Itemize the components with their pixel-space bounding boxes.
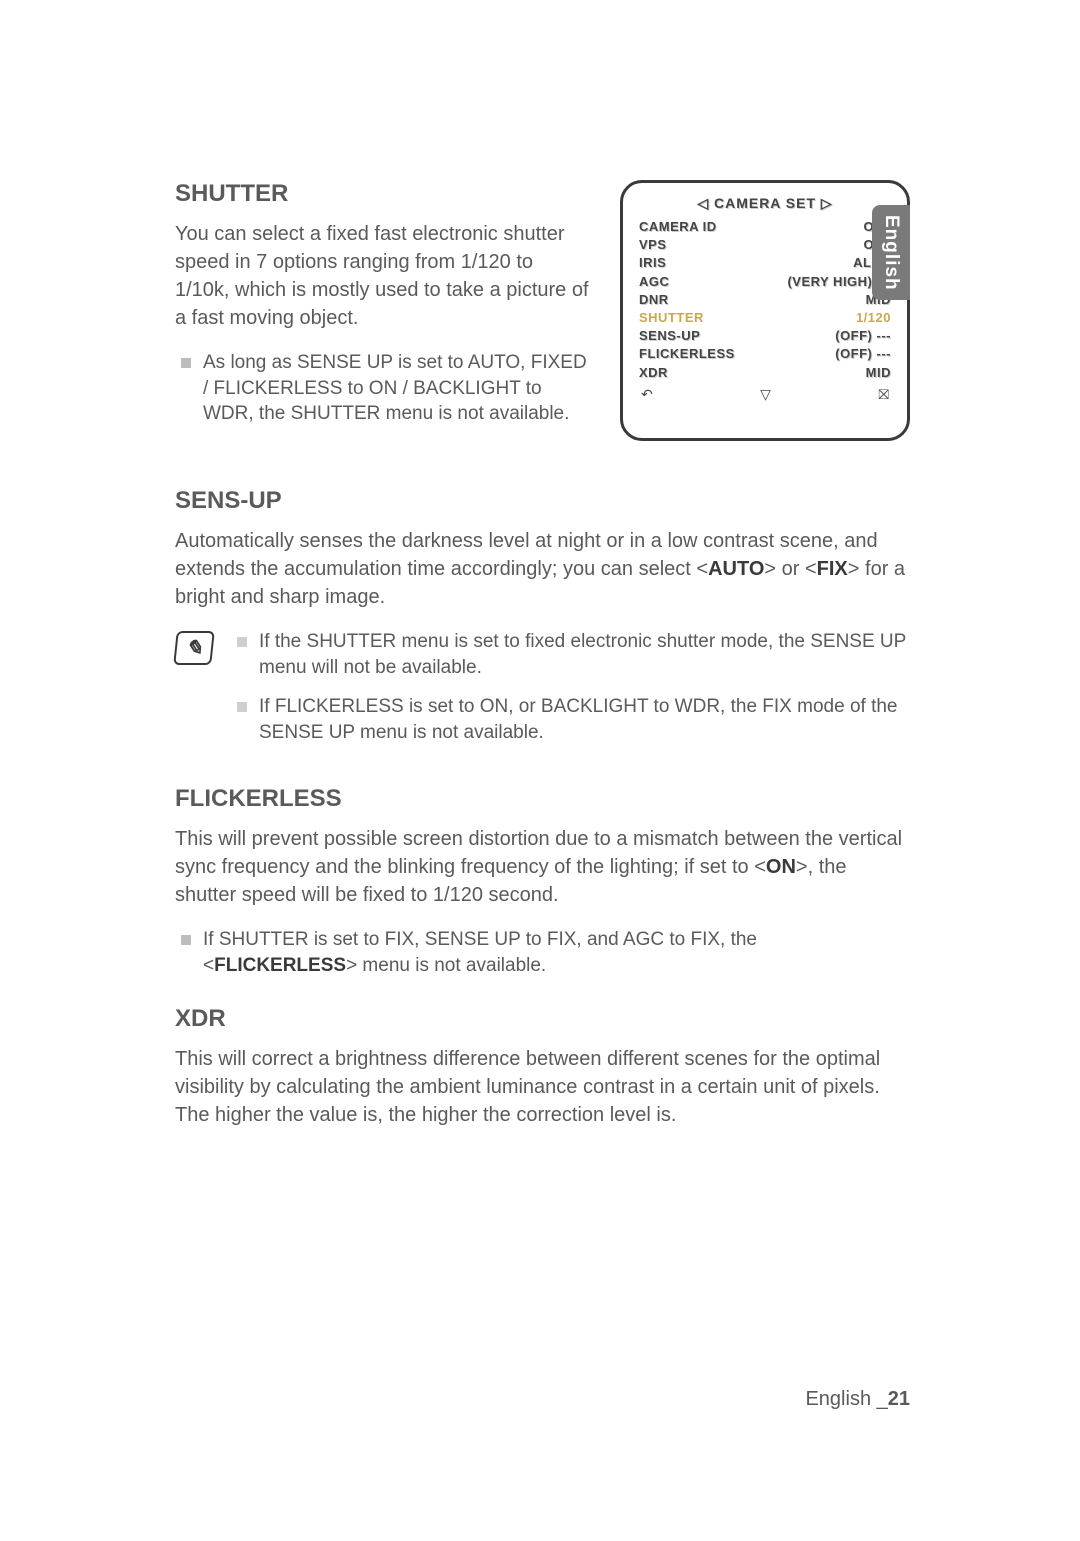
osd-row-label: XDR (639, 364, 668, 382)
sensup-title: SENS-UP (175, 487, 910, 515)
footer-lang: English _ (805, 1388, 887, 1410)
osd-row-value: (OFF) --- (835, 345, 891, 363)
footer-page: 21 (888, 1388, 910, 1410)
shutter-title: SHUTTER (175, 180, 592, 208)
osd-row: VPSOFF (639, 236, 891, 254)
osd-row-label: VPS (639, 236, 667, 254)
osd-title: ◁ CAMERA SET ▷ (639, 195, 891, 212)
osd-row-value: (OFF) --- (835, 327, 891, 345)
osd-row-label: DNR (639, 291, 669, 309)
osd-row: AGC(VERY HIGH) --- (639, 273, 891, 291)
flickerless-section: FLICKERLESS This will prevent possible s… (175, 785, 910, 978)
note-bullet-text: If the SHUTTER menu is set to fixed elec… (259, 629, 910, 680)
square-bullet-icon (181, 935, 191, 945)
note-bullet-text: If FLICKERLESS is set to ON, or BACKLIGH… (259, 694, 910, 745)
osd-row-value: 1/120 (856, 309, 891, 327)
osd-row: SENS-UP (OFF) --- (639, 327, 891, 345)
osd-back-icon: ↶ (641, 386, 653, 403)
page-footer: English _21 (805, 1388, 910, 1411)
osd-row-label: SENS-UP (639, 327, 700, 345)
shutter-body: You can select a fixed fast electronic s… (175, 220, 592, 332)
osd-row: SHUTTER 1/120 (639, 309, 891, 327)
xdr-body: This will correct a brightness differenc… (175, 1045, 910, 1129)
xdr-section: XDR This will correct a brightness diffe… (175, 1005, 910, 1129)
xdr-title: XDR (175, 1005, 910, 1033)
osd-row-value: MID (866, 364, 891, 382)
note-icon: ✎ (173, 631, 215, 665)
square-bullet-icon (237, 637, 247, 647)
flickerless-bullet: If SHUTTER is set to FIX, SENSE UP to FI… (175, 927, 910, 978)
osd-row-label: FLICKERLESS (639, 345, 735, 363)
osd-panel: ◁ CAMERA SET ▷ CAMERA IDOFFVPSOFFIRISALC… (620, 180, 910, 441)
osd-down-icon: ▽ (760, 386, 771, 403)
language-tab-label: English (880, 215, 902, 291)
osd-row-label: SHUTTER (639, 309, 704, 327)
osd-close-icon: ⛝ (878, 386, 889, 403)
osd-row: CAMERA IDOFF (639, 218, 891, 236)
flickerless-title: FLICKERLESS (175, 785, 910, 813)
osd-row: DNRMID (639, 291, 891, 309)
osd-row: FLICKERLESS (OFF) --- (639, 345, 891, 363)
flickerless-bullet-text: If SHUTTER is set to FIX, SENSE UP to FI… (203, 927, 910, 978)
osd-footer: ↶ ▽ ⛝ (639, 386, 891, 403)
shutter-section: SHUTTER You can select a fixed fast elec… (175, 180, 910, 441)
osd-row-label: IRIS (639, 254, 666, 272)
sensup-section: SENS-UP Automatically senses the darknes… (175, 487, 910, 760)
sensup-note: ✎ If the SHUTTER menu is set to fixed el… (175, 629, 910, 760)
language-tab: English (872, 205, 910, 300)
osd-row-label: AGC (639, 273, 669, 291)
note-bullet: If the SHUTTER menu is set to fixed elec… (231, 629, 910, 680)
shutter-bullet-text: As long as SENSE UP is set to AUTO, FIXE… (203, 350, 592, 427)
square-bullet-icon (237, 702, 247, 712)
osd-row: XDR MID (639, 364, 891, 382)
note-bullet: If FLICKERLESS is set to ON, or BACKLIGH… (231, 694, 910, 745)
sensup-body: Automatically senses the darkness level … (175, 527, 910, 611)
flickerless-body: This will prevent possible screen distor… (175, 825, 910, 909)
osd-row-label: CAMERA ID (639, 218, 717, 236)
osd-row: IRISALC┘ (639, 254, 891, 272)
shutter-bullet: As long as SENSE UP is set to AUTO, FIXE… (175, 350, 592, 427)
square-bullet-icon (181, 358, 191, 368)
